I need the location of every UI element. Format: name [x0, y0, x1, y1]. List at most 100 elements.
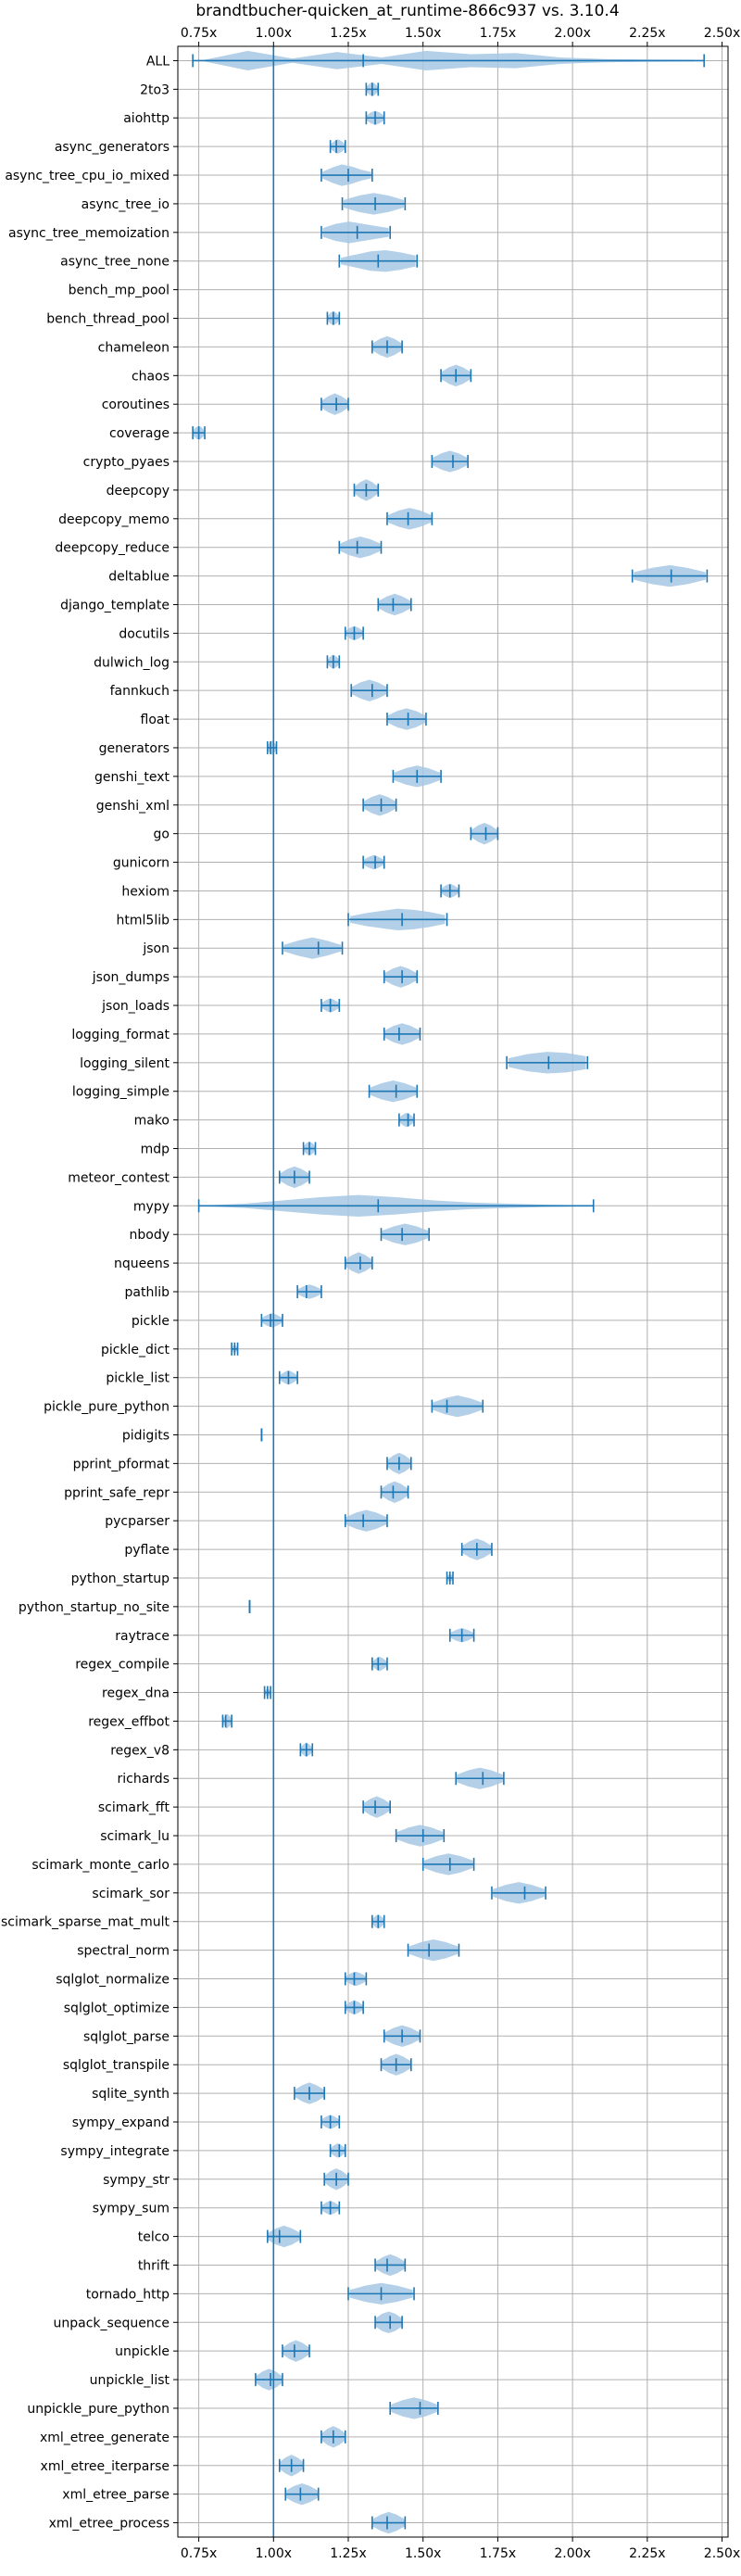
x-tick-label-bottom: 0.75x [181, 2546, 217, 2561]
x-tick-label-top: 1.75x [480, 26, 516, 41]
x-tick-label-top: 2.25x [629, 26, 665, 41]
category-label: sqlglot_parse [83, 2029, 170, 2044]
x-tick-label-bottom: 2.25x [629, 2546, 665, 2561]
x-tick-label-top: 0.75x [181, 26, 217, 41]
category-label: genshi_text [94, 770, 170, 785]
category-label: scimark_sor [92, 1887, 170, 1901]
x-ticks-bottom: 0.75x 1.00x 1.25x 1.50x 1.75x 2.00x 2.25x 2.50x [181, 2537, 740, 2561]
category-label: regex_dna [102, 1686, 170, 1701]
category-label: xml_etree_process [49, 2517, 170, 2532]
category-label: python_startup [71, 1572, 170, 1586]
category-label: pathlib [125, 1285, 170, 1300]
category-label: go [154, 827, 170, 842]
x-tick-label-top: 1.00x [256, 26, 292, 41]
category-label: unpack_sequence [54, 2316, 170, 2330]
category-label: async_tree_none [60, 255, 170, 270]
category-label: pprint_safe_repr [64, 1485, 170, 1500]
category-label: async_tree_io [82, 197, 170, 212]
category-label: spectral_norm [77, 1944, 170, 1959]
category-label: chameleon [98, 340, 170, 355]
category-label: python_startup_no_site [19, 1600, 170, 1615]
category-label: logging_silent [80, 1056, 170, 1071]
category-label: thrift [138, 2258, 170, 2273]
category-label: mako [134, 1114, 170, 1129]
x-tick-label-bottom: 1.50x [405, 2546, 441, 2561]
category-label: logging_format [71, 1028, 170, 1042]
grid-layer [178, 46, 728, 2537]
category-label: genshi_xml [96, 799, 170, 814]
category-label: sympy_expand [72, 2115, 170, 2130]
category-label: regex_compile [75, 1658, 170, 1673]
category-label: pidigits [122, 1428, 170, 1443]
category-label: meteor_contest [68, 1170, 170, 1185]
category-label: unpickle_pure_python [27, 2402, 170, 2417]
category-label: xml_etree_iterparse [41, 2459, 170, 2474]
category-labels: ALL 2to3 aiohttp async_generators async_tree… [1, 54, 178, 2532]
category-label: richards [118, 1772, 170, 1787]
violins-layer [192, 50, 709, 2534]
category-label: crypto_pyaes [83, 455, 170, 470]
category-label: 2to3 [140, 82, 170, 97]
category-label: pycparser [105, 1514, 170, 1529]
category-label: coroutines [102, 398, 170, 412]
x-tick-label-bottom: 2.00x [554, 2546, 590, 2561]
category-label: sqlglot_optimize [64, 2001, 170, 2015]
category-label: tornado_http [86, 2287, 170, 2302]
category-label: docutils [119, 626, 170, 641]
category-label: async_tree_cpu_io_mixed [5, 169, 170, 183]
category-label: xml_etree_parse [62, 2488, 170, 2503]
category-label: sympy_integrate [60, 2144, 170, 2159]
category-label: aiohttp [123, 111, 170, 126]
x-tick-label-top: 1.25x [330, 26, 366, 41]
x-tick-label-top: 2.00x [554, 26, 590, 41]
category-label: json [142, 941, 170, 956]
category-label: mdp [141, 1143, 170, 1157]
x-tick-label-bottom: 1.75x [480, 2546, 516, 2561]
x-tick-label-top: 2.50x [704, 26, 740, 41]
category-label: chaos [132, 369, 170, 384]
category-label: json_dumps [92, 970, 170, 985]
category-label: coverage [109, 426, 170, 441]
category-label: sqlglot_transpile [63, 2058, 170, 2073]
category-label: gunicorn [113, 856, 170, 871]
category-label: pprint_pformat [73, 1457, 170, 1471]
plot-frame [177, 45, 729, 2538]
category-label: deepcopy [107, 484, 170, 499]
category-label: async_tree_memoization [8, 226, 170, 241]
category-label: scimark_monte_carlo [31, 1858, 170, 1873]
category-label: pickle [132, 1314, 170, 1329]
category-label: bench_thread_pool [46, 312, 170, 327]
category-label: json_loads [101, 999, 170, 1014]
x-ticks-top: 0.75x 1.00x 1.25x 1.50x 1.75x 2.00x 2.25x 2.50x [181, 26, 740, 46]
category-label: float [141, 713, 170, 727]
category-label: unpickle [115, 2344, 170, 2359]
category-label: pickle_list [106, 1371, 170, 1386]
category-label: pyflate [124, 1543, 170, 1558]
category-label: nqueens [114, 1256, 170, 1271]
category-label: ALL [146, 54, 170, 69]
category-label: raytrace [115, 1629, 170, 1644]
category-label: fannkuch [110, 684, 170, 699]
category-label: unpickle_list [90, 2373, 170, 2388]
category-label: deepcopy_reduce [55, 541, 170, 556]
category-label: scimark_sparse_mat_mult [1, 1915, 170, 1930]
category-label: regex_effbot [88, 1714, 170, 1729]
category-label: async_generators [55, 140, 170, 155]
category-label: sqlglot_normalize [56, 1973, 170, 1988]
chart-title: brandtbucher-quicken_at_runtime-866c937 … [195, 2, 619, 20]
category-label: pickle_pure_python [44, 1400, 170, 1415]
category-label: dulwich_log [94, 655, 170, 670]
category-label: deltablue [108, 570, 170, 585]
category-label: nbody [130, 1228, 170, 1243]
category-label: telco [138, 2230, 170, 2245]
category-label: pickle_dict [101, 1343, 170, 1357]
category-label: regex_v8 [110, 1743, 170, 1758]
category-label: sympy_sum [93, 2202, 170, 2216]
category-label: xml_etree_generate [40, 2431, 170, 2445]
category-label: bench_mp_pool [69, 284, 170, 298]
category-label: mypy [133, 1199, 170, 1214]
x-tick-label-top: 1.50x [405, 26, 441, 41]
category-label: generators [99, 741, 170, 756]
category-label: scimark_lu [100, 1829, 170, 1844]
category-label: sympy_str [103, 2173, 170, 2188]
